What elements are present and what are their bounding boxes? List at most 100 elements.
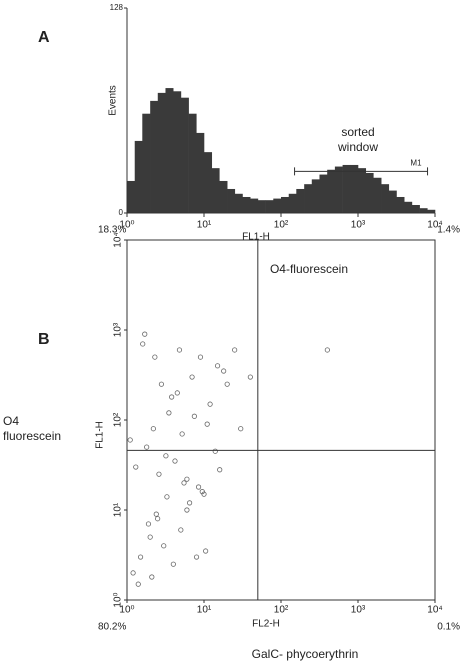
histogram-bar	[242, 196, 251, 213]
scatter-point	[145, 521, 152, 527]
histogram-bar	[311, 179, 320, 213]
x-tick-label: 10⁴	[427, 220, 442, 231]
quadrant-label: 80.2%	[98, 622, 126, 633]
scatter-point	[186, 500, 193, 506]
scatter-point	[197, 354, 204, 360]
x-tick-label: 10³	[351, 220, 366, 231]
histogram-bar	[304, 184, 313, 213]
scatter-point	[193, 554, 200, 560]
scatter-point	[176, 347, 183, 353]
histogram-bar	[257, 200, 266, 213]
y-tick-label: 10³	[113, 322, 124, 337]
plot-frame	[126, 239, 436, 601]
scatter-point	[172, 458, 178, 464]
scatter-point	[149, 574, 155, 580]
x-tick-label: 10¹	[197, 220, 212, 231]
quadrant-label: 0.1%	[437, 622, 460, 633]
histogram-bar	[327, 169, 336, 213]
histogram-bar	[265, 200, 274, 213]
histogram-bar	[250, 198, 259, 213]
x-tick-label: 10⁰	[119, 605, 134, 616]
scatter-point	[166, 410, 172, 416]
scatter-point	[214, 363, 221, 369]
scatter-point	[189, 374, 195, 380]
histogram-bar	[142, 113, 151, 213]
y-axis-label: Events	[108, 85, 119, 116]
scatter-point	[212, 448, 218, 454]
panel-label: A	[38, 29, 50, 46]
scatter-point	[161, 543, 167, 549]
scatter-point	[164, 494, 170, 500]
scatter-point	[142, 331, 148, 337]
histogram-bar	[365, 172, 374, 213]
histogram-bar	[281, 196, 290, 213]
scatter-point	[221, 368, 227, 374]
side-label: O4	[3, 414, 19, 428]
histogram-bar	[219, 180, 228, 213]
scatter-point	[324, 347, 330, 353]
y-tick-label: 10⁴	[113, 232, 124, 247]
scatter-point	[232, 347, 238, 353]
marker-label: M1	[410, 158, 422, 167]
annotation: window	[337, 140, 378, 154]
scatter-point	[140, 341, 146, 347]
histogram-bar	[157, 92, 166, 213]
histogram-bar	[173, 91, 182, 213]
histogram-bar	[134, 140, 143, 213]
scatter-point	[135, 581, 141, 587]
histogram-bar	[427, 209, 436, 213]
scatter-point	[181, 480, 187, 486]
scatter-point	[179, 431, 185, 437]
histogram-bar	[196, 132, 205, 213]
histogram-bar	[211, 168, 220, 213]
histogram-bar	[411, 204, 420, 213]
histogram-bar	[342, 164, 351, 213]
side-label: fluorescein	[3, 429, 61, 443]
histogram-bar	[388, 190, 397, 213]
histogram-bar	[373, 177, 382, 213]
scatter-point	[184, 507, 190, 513]
scatter-point	[174, 390, 180, 396]
scatter-point	[150, 426, 156, 432]
x-tick-label: 10⁰	[119, 220, 134, 231]
histogram-bar	[188, 113, 197, 213]
scatter-point	[203, 548, 209, 554]
y-tick-label: 128	[110, 3, 124, 12]
scatter-point	[170, 561, 176, 567]
scatter-point	[247, 374, 253, 380]
histogram-bar	[358, 168, 367, 213]
x-tick-label: 10³	[351, 605, 366, 616]
scatter-point	[204, 421, 210, 427]
scatter-point	[133, 464, 139, 470]
x-tick-label: 10⁴	[427, 605, 442, 616]
histogram-bar	[381, 184, 390, 213]
scatter-point	[155, 516, 161, 522]
scatter-point	[156, 471, 162, 477]
histogram-bar	[419, 208, 428, 213]
scatter-point	[130, 570, 136, 576]
caption: O4-fluorescein	[270, 262, 348, 276]
scatter-point	[184, 476, 190, 482]
scatter-point	[238, 426, 244, 432]
y-tick-label: 0	[119, 208, 124, 217]
histogram-bar	[404, 201, 413, 213]
scatter-point	[153, 511, 159, 517]
scatter-point	[195, 484, 202, 490]
scatter-point	[163, 453, 169, 459]
scatter-point	[217, 467, 223, 473]
y-tick-label: 10¹	[113, 502, 124, 517]
histogram-bar	[165, 88, 174, 213]
histogram-bar	[350, 164, 359, 213]
scatter-point	[147, 534, 153, 540]
x-axis-label: FL2-H	[252, 619, 280, 630]
annotation: sorted	[341, 125, 374, 139]
histogram-bar	[227, 188, 236, 213]
scatter-point	[191, 413, 197, 419]
scatter-point	[152, 354, 158, 360]
histogram-bar	[334, 166, 343, 213]
histogram-bar	[150, 100, 159, 213]
histogram-bar	[288, 193, 297, 213]
scatter-point	[127, 437, 133, 443]
histogram-bar	[296, 188, 305, 213]
scatter-point	[199, 489, 205, 495]
